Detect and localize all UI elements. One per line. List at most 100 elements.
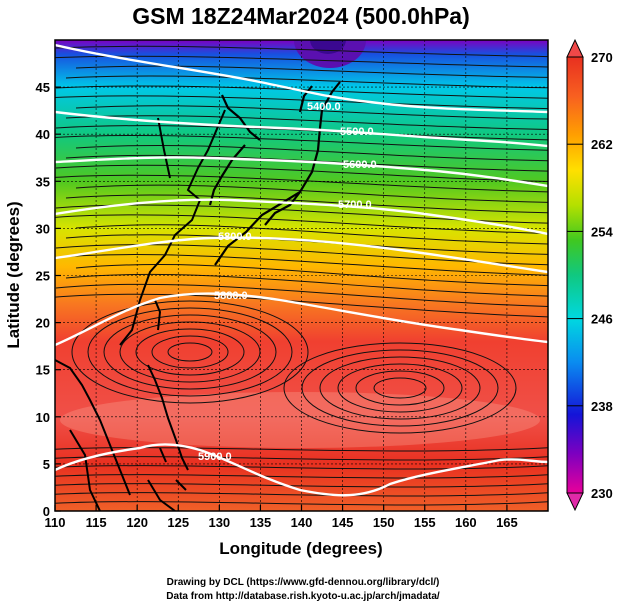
- gridlines: [55, 40, 548, 511]
- x-tick-label: 110: [45, 515, 66, 530]
- contour-5400: [55, 43, 548, 114]
- contour-label-5900: 5900.0: [198, 451, 232, 463]
- contour-5700: [55, 198, 548, 236]
- streamline: [55, 456, 548, 461]
- streamline: [65, 273, 548, 297]
- y-axis-label: Latitude (degrees): [4, 201, 23, 348]
- streamline-gyre: [373, 377, 427, 399]
- colorbar-top-triangle: [566, 38, 584, 58]
- x-axis-ticks: 110 115 120 125 130 135 140 145 150 155 160 165: [45, 505, 518, 530]
- streamline-gyre: [135, 328, 245, 376]
- x-tick-label: 130: [208, 515, 230, 530]
- warm-band-tropics: [60, 392, 540, 448]
- y-tick-label: 15: [36, 363, 50, 378]
- x-tick-label: 165: [496, 515, 518, 530]
- coastline-japan: [208, 81, 341, 266]
- contour-label-5400: 5400.0: [307, 101, 341, 113]
- y-tick-label: 30: [36, 221, 50, 236]
- streamline: [65, 154, 548, 172]
- contour-label-5800: 5800.0: [218, 231, 252, 243]
- streamline: [55, 447, 548, 452]
- streamline-gyre: [151, 335, 229, 369]
- streamline: [75, 144, 548, 162]
- contour-label-5600: 5600.0: [343, 159, 377, 171]
- y-tick-label: 0: [43, 504, 50, 519]
- streamline-gyre: [119, 321, 261, 383]
- streamline-gyre: [319, 356, 481, 420]
- y-tick-label: 35: [36, 174, 50, 189]
- y-tick-label: 5: [43, 457, 50, 472]
- streamline-gyre: [337, 363, 463, 413]
- streamline: [55, 95, 548, 110]
- streamline: [75, 65, 548, 78]
- y-tick-label: 25: [36, 269, 50, 284]
- streamline: [75, 224, 548, 245]
- contour-label-5700: 5700.0: [338, 199, 372, 211]
- streamline: [65, 75, 548, 89]
- contour-label-5500: 5500.0: [340, 126, 374, 138]
- y-axis-ticks: 0 5 10 15 20 25 30 35 40 45: [36, 80, 61, 519]
- streamline: [55, 474, 548, 479]
- streamline: [55, 125, 548, 141]
- streamline: [75, 184, 548, 203]
- credit-data-source: Data from http://database.rish.kyoto-u.a…: [166, 591, 440, 602]
- streamline: [55, 465, 548, 470]
- plot-area: 5400.0 5500.0 5600.0 5700.0 5800.0 5880.…: [55, 40, 548, 511]
- contour-5600: [55, 156, 548, 188]
- streamline: [55, 283, 548, 307]
- y-tick-label: 40: [36, 127, 50, 142]
- streamline: [55, 164, 548, 182]
- streamline: [55, 254, 548, 276]
- streamline-gyre: [167, 342, 213, 362]
- streamline-gyre: [355, 370, 445, 406]
- colorbar-tick-label: 270: [591, 50, 613, 65]
- y-tick-label: 20: [36, 316, 50, 331]
- contour-label-5880: 5880.0: [214, 290, 248, 302]
- y-tick-label: 10: [36, 410, 50, 425]
- colorbar-bottom-triangle: [566, 492, 584, 512]
- streamline: [55, 85, 548, 99]
- coastline-taiwan-philippines: [147, 299, 189, 491]
- streamline: [75, 263, 548, 287]
- credit-dcl: Drawing by DCL (https://www.gfd-dennou.o…: [167, 577, 440, 588]
- streamlines: [55, 45, 548, 511]
- colorbar-ticks: 270 262 254 246 238 230: [567, 50, 613, 501]
- colorbar: 270 262 254 246 238 230: [566, 38, 613, 512]
- streamline-gyre: [71, 300, 309, 404]
- y-tick-label: 45: [36, 80, 50, 95]
- streamline: [55, 501, 548, 506]
- x-tick-label: 160: [455, 515, 477, 530]
- x-tick-label: 120: [126, 515, 148, 530]
- chart-title: GSM 18Z24Mar2024 (500.0hPa): [132, 3, 470, 29]
- x-tick-label: 135: [250, 515, 272, 530]
- x-tick-label: 140: [291, 515, 313, 530]
- streamline: [65, 115, 548, 130]
- streamline: [55, 492, 548, 497]
- coastline-indochina-borneo: [55, 359, 176, 511]
- colorbar-tick-label: 246: [591, 312, 613, 327]
- streamline-gyre: [283, 342, 517, 434]
- x-tick-label: 155: [414, 515, 436, 530]
- streamline-gyre: [87, 307, 293, 397]
- colorbar-tick-label: 230: [591, 486, 613, 501]
- streamline: [55, 174, 548, 193]
- x-tick-label: 115: [86, 515, 107, 530]
- x-tick-label: 150: [373, 515, 395, 530]
- colorbar-tick-label: 254: [591, 224, 613, 239]
- colorbar-fill: [566, 56, 584, 494]
- streamline: [75, 105, 548, 120]
- contour-5800: [55, 236, 548, 274]
- contour-5900: [55, 443, 548, 497]
- colorbar-tick-label: 238: [591, 399, 613, 414]
- contour-5880: [55, 292, 548, 347]
- x-tick-label: 145: [332, 515, 354, 530]
- x-axis-label: Longitude (degrees): [219, 539, 382, 558]
- streamline-gyre: [301, 349, 499, 427]
- streamline: [55, 135, 548, 151]
- x-tick-label: 125: [167, 515, 189, 530]
- contour-5500: [55, 110, 548, 148]
- streamline: [55, 214, 548, 235]
- streamline: [55, 45, 548, 58]
- streamline-gyre: [103, 314, 277, 390]
